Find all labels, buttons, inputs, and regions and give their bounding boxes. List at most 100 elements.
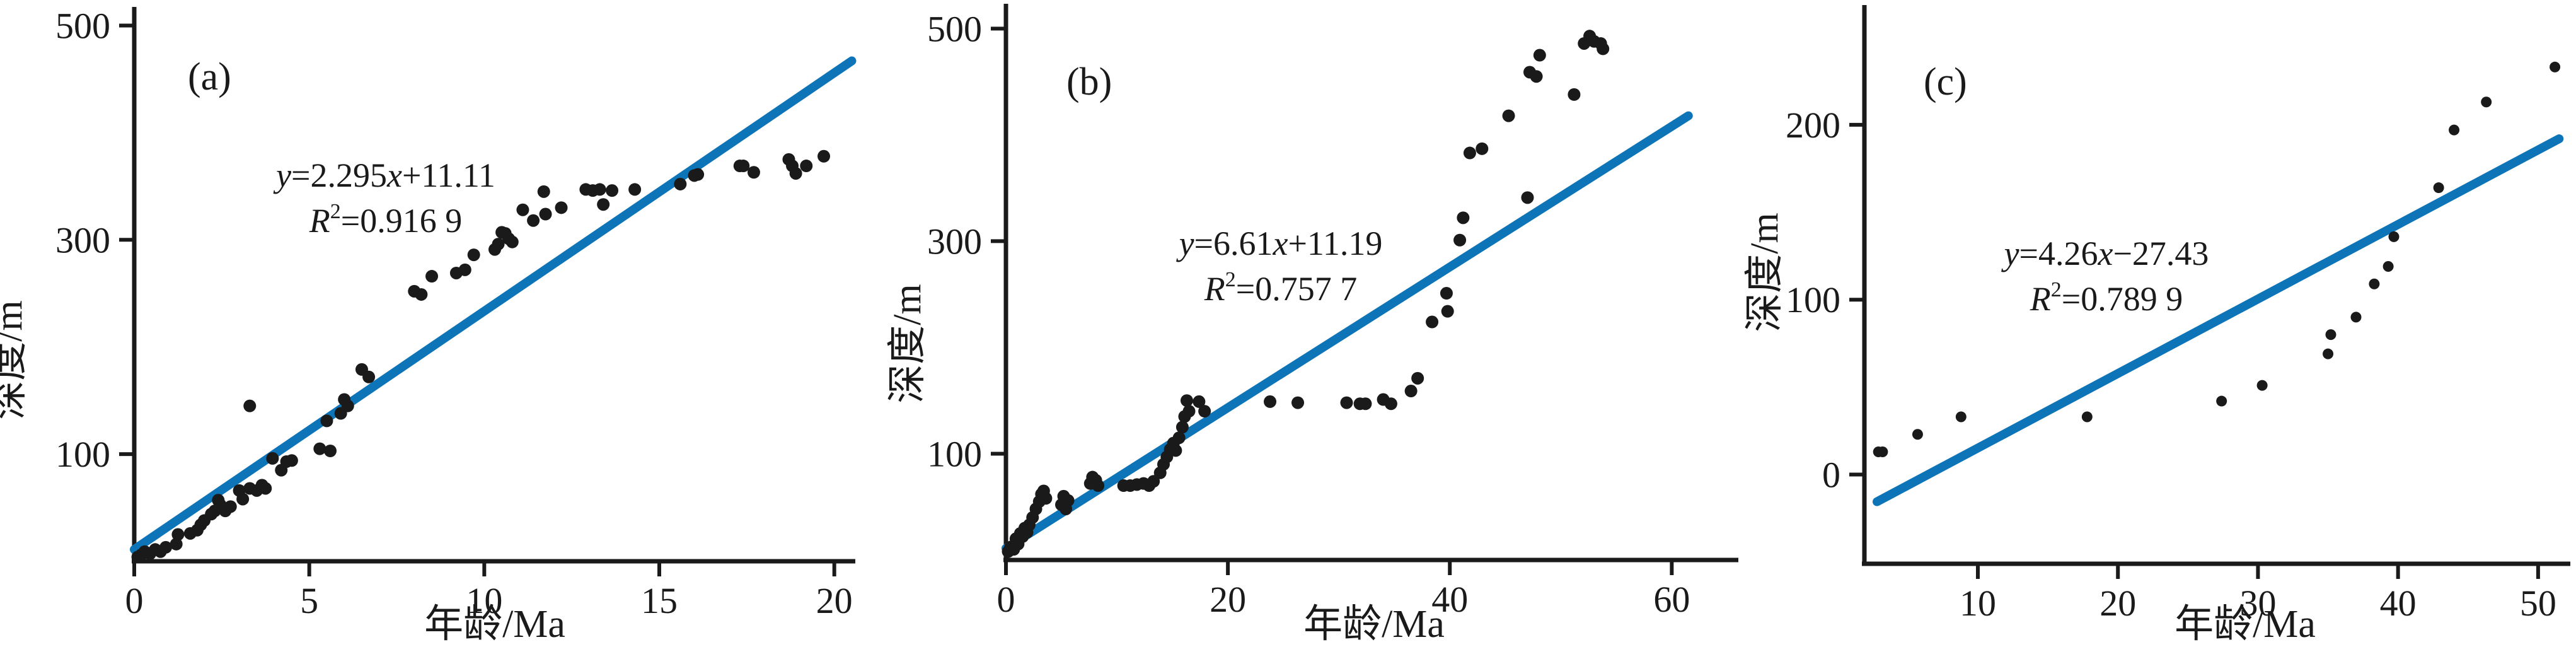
data-point <box>2081 411 2093 423</box>
r-squared-text: R2=0.916 9 <box>309 200 462 240</box>
x-axis-label: 年龄/Ma <box>424 603 565 646</box>
data-point <box>285 454 298 467</box>
data-point <box>1404 385 1418 398</box>
data-point <box>415 288 428 301</box>
data-point <box>1175 421 1189 434</box>
data-point <box>1172 431 1186 445</box>
data-point <box>2449 124 2460 136</box>
x-tick-label: 10 <box>466 580 502 621</box>
data-point <box>171 528 185 541</box>
data-point <box>1359 397 1372 411</box>
data-point <box>1426 315 1439 329</box>
data-point <box>2256 380 2268 391</box>
x-tick-label: 60 <box>1653 579 1690 620</box>
y-tick-label: 300 <box>55 219 110 260</box>
data-point <box>1440 287 1453 300</box>
y-tick-label: 100 <box>927 433 982 474</box>
data-point <box>817 149 831 163</box>
data-point <box>555 201 568 214</box>
y-tick-label: 300 <box>927 221 982 262</box>
data-point <box>323 445 337 457</box>
r-squared-text: R2=0.789 9 <box>2030 278 2183 318</box>
data-point <box>691 168 705 181</box>
data-point <box>1597 42 1610 55</box>
data-point <box>1521 191 1534 204</box>
data-point <box>800 160 813 173</box>
data-point <box>2481 96 2492 108</box>
x-tick-label: 5 <box>300 580 318 621</box>
x-tick-label: 15 <box>641 580 678 621</box>
data-point <box>1453 233 1467 247</box>
data-point <box>2350 312 2362 323</box>
x-tick-label: 50 <box>2520 583 2556 624</box>
data-point <box>597 198 610 211</box>
equation-text: y=2.295x+11.11 <box>273 156 495 194</box>
y-tick-label: 100 <box>1786 279 1840 320</box>
x-tick-label: 20 <box>2099 583 2136 624</box>
data-point <box>1384 397 1397 411</box>
data-point <box>539 207 552 221</box>
r-squared-text: R2=0.757 7 <box>1204 268 1357 308</box>
data-point <box>516 203 529 216</box>
x-tick-label: 0 <box>997 579 1015 620</box>
data-point <box>593 183 606 196</box>
x-tick-label: 0 <box>125 580 144 621</box>
scatter-points <box>1873 61 2561 457</box>
data-point <box>492 238 505 251</box>
data-point <box>1264 395 1277 408</box>
y-tick-label: 0 <box>1822 455 1840 496</box>
data-point <box>1877 446 1888 457</box>
data-point <box>266 452 279 465</box>
data-point <box>1476 142 1489 155</box>
data-point <box>1912 429 1923 440</box>
data-point <box>1441 305 1454 318</box>
data-point <box>737 160 750 173</box>
data-point <box>458 263 471 276</box>
data-point <box>1463 146 1476 160</box>
panel-label: (c) <box>1924 61 1967 103</box>
data-point <box>537 185 550 198</box>
data-point <box>789 166 802 180</box>
data-point <box>606 184 619 197</box>
panel-b: 100 300 500 0 20 40 60 (b) y=6.61x+11.19 R2=0.757… <box>886 4 1738 646</box>
data-point <box>2323 348 2334 359</box>
data-point <box>467 248 480 262</box>
x-tick-label: 20 <box>1210 579 1246 620</box>
data-point <box>259 482 272 495</box>
data-point <box>243 399 257 412</box>
data-point <box>1291 396 1305 409</box>
data-point <box>1457 211 1470 225</box>
panel-label: (b) <box>1066 61 1112 103</box>
data-point <box>2216 395 2227 407</box>
data-point <box>341 399 354 412</box>
data-point <box>1530 70 1543 83</box>
data-point <box>1502 109 1515 122</box>
data-point <box>425 270 439 283</box>
data-point <box>2433 182 2444 194</box>
data-point <box>505 235 519 248</box>
x-tick-label: 20 <box>816 580 853 621</box>
data-point <box>320 414 333 428</box>
data-point <box>1180 394 1193 407</box>
y-tick-label: 500 <box>927 8 982 49</box>
trend-line <box>1873 134 2564 506</box>
panel-c: 0 100 200 10 20 30 40 50 (c) y=4.26x−27.43 R2=0.78… <box>1743 5 2570 646</box>
x-tick-label: 40 <box>1431 579 1468 620</box>
equation-text: y=4.26x−27.43 <box>2001 235 2209 272</box>
data-point <box>1092 479 1105 493</box>
y-tick-label: 500 <box>55 5 110 46</box>
y-axis-label: 深度/m <box>886 284 929 403</box>
data-point <box>1533 49 1546 62</box>
y-axis-label: 深度/m <box>0 300 30 419</box>
panel-a: 100 300 500 0 5 10 15 20 (a) y=2.295x+11.11 R2=0.9… <box>0 5 857 646</box>
data-point <box>2369 278 2380 289</box>
data-point <box>628 183 642 196</box>
data-point <box>1340 396 1353 409</box>
data-point <box>2325 329 2336 341</box>
data-point <box>224 500 237 513</box>
data-point <box>1039 492 1053 505</box>
data-point <box>2388 231 2400 242</box>
data-point <box>747 166 760 179</box>
data-point <box>1061 494 1075 507</box>
